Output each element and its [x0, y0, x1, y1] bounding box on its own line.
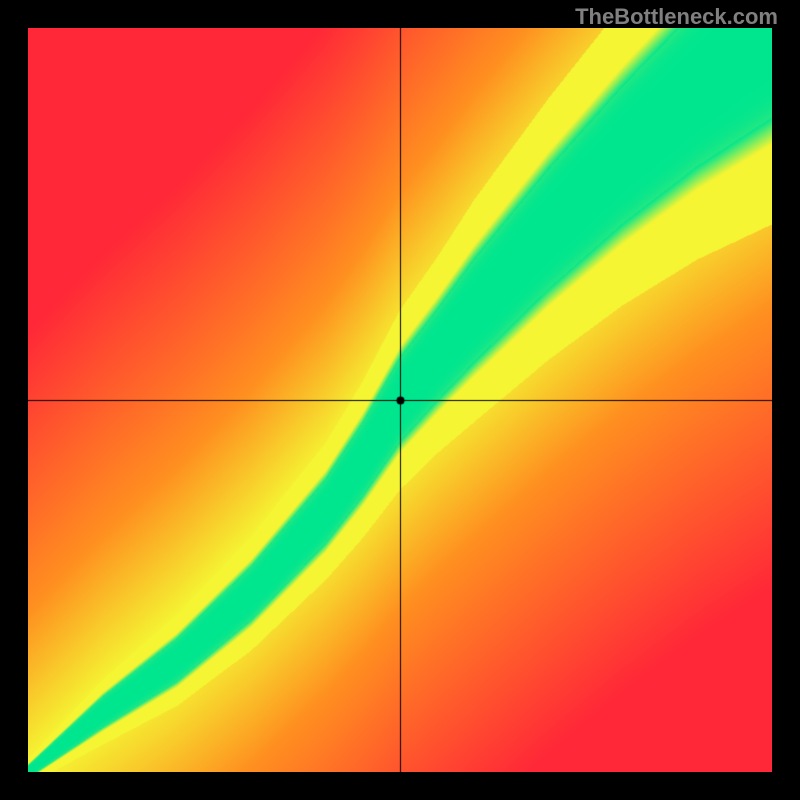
- watermark-text: TheBottleneck.com: [575, 4, 778, 30]
- heatmap-canvas: [28, 28, 772, 772]
- chart-container: TheBottleneck.com: [0, 0, 800, 800]
